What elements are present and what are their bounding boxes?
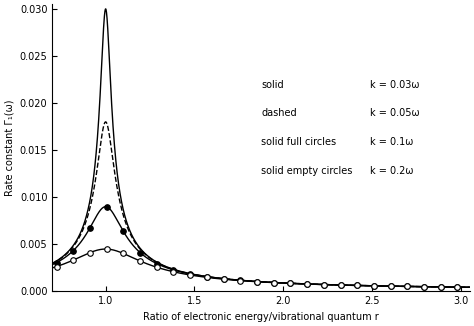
Y-axis label: Rate constant Γ₁(ω): Rate constant Γ₁(ω) <box>4 99 14 196</box>
Text: solid: solid <box>261 80 284 90</box>
Text: k = 0.2ω: k = 0.2ω <box>370 166 413 176</box>
Text: k = 0.1ω: k = 0.1ω <box>370 137 413 147</box>
Text: k = 0.05ω: k = 0.05ω <box>370 108 419 118</box>
Text: solid empty circles: solid empty circles <box>261 166 353 176</box>
Text: dashed: dashed <box>261 108 297 118</box>
Text: solid full circles: solid full circles <box>261 137 336 147</box>
Text: k = 0.03ω: k = 0.03ω <box>370 80 419 90</box>
X-axis label: Ratio of electronic energy/vibrational quantum r: Ratio of electronic energy/vibrational q… <box>143 312 379 322</box>
